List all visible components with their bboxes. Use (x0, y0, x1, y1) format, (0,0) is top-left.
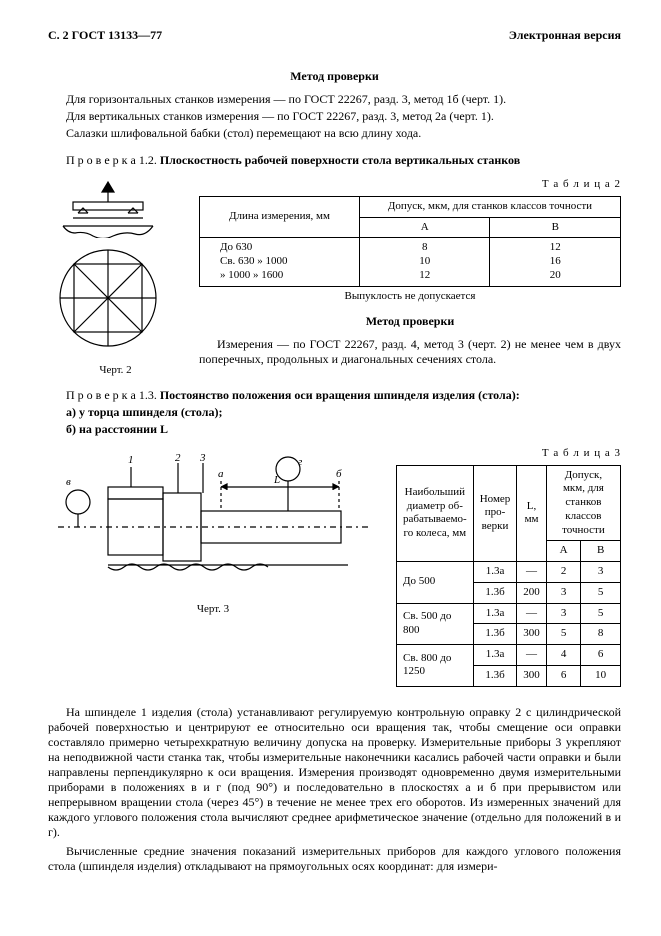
t3-r3b-n: 1.3б (473, 665, 517, 686)
svg-text:2: 2 (175, 452, 181, 464)
svg-text:б: б (336, 468, 342, 480)
check-1-2-line: П р о в е р к а 1.2. Плоскостность рабоч… (48, 153, 621, 168)
para-s1-3: Салазки шлифовальной бабки (стол) переме… (48, 126, 621, 141)
t2-a-col: 8 10 12 (359, 238, 490, 286)
t3-r1a-b: 3 (581, 562, 621, 583)
t3-r2a-b: 5 (581, 603, 621, 624)
figure-2-block: Черт. 2 (48, 178, 183, 378)
t3-r2b-a: 5 (546, 624, 581, 645)
table-2-caption: Т а б л и ц а 2 (199, 178, 621, 192)
table-3-caption: Т а б л и ц а 3 (396, 447, 621, 461)
t3-r1b-n: 1.3б (473, 582, 517, 603)
document-page: С. 2 ГОСТ 13133—77 Электронная версия Ме… (0, 0, 661, 936)
svg-text:3: 3 (199, 452, 206, 464)
t2-len-col: До 630 Св. 630 » 1000 » 1000 » 1600 (200, 238, 360, 286)
page-header: С. 2 ГОСТ 13133—77 Электронная версия (48, 28, 621, 43)
t2-r1-a: 8 (366, 241, 484, 255)
table-3-block: Т а б л и ц а 3 Наибольший диаметр об-ра… (396, 447, 621, 687)
body-text-block: На шпинделе 1 изделия (стола) устанавлив… (48, 705, 621, 874)
t2-hdr-b: В (490, 217, 621, 238)
t3-hdr-l: L, мм (517, 465, 547, 562)
t3-r2b-b: 8 (581, 624, 621, 645)
t3-r3b-l: 300 (517, 665, 547, 686)
check-1-2-lead: П р о в е р к а 1.2. (66, 153, 157, 167)
check-1-3-a: а) у торца шпинделя (стола); (48, 405, 621, 420)
t2-hdr-a: А (359, 217, 490, 238)
figure-2-label: Черт. 2 (48, 364, 183, 378)
t3-r2a-l: — (517, 603, 547, 624)
t3-r3a-n: 1.3а (473, 645, 517, 666)
header-right: Электронная версия (509, 28, 621, 43)
t2-hdr-len: Длина измерения, мм (200, 196, 360, 238)
t3-r2b-l: 300 (517, 624, 547, 645)
t3-hdr-a: А (546, 541, 581, 562)
t2-r1-len: До 630 (220, 241, 353, 255)
t3-r3a-b: 6 (581, 645, 621, 666)
para-s1-1: Для горизонтальных станков измерения — п… (48, 92, 621, 107)
svg-text:г: г (298, 456, 303, 468)
para-s1-2: Для вертикальных станков измерения — по … (48, 109, 621, 124)
t3-r1a-n: 1.3а (473, 562, 517, 583)
t2-r2-b: 16 (496, 255, 614, 269)
t3-r2b-n: 1.3б (473, 624, 517, 645)
t2-r3-a: 12 (366, 269, 484, 283)
section-title-1: Метод проверки (48, 69, 621, 84)
t3-r1b-a: 3 (546, 582, 581, 603)
figure-3-block: в г а б (48, 447, 378, 617)
check-1-2-title: Плоскостность рабочей поверхности стола … (160, 153, 520, 167)
svg-text:а: а (218, 468, 224, 480)
t3-hdr-tol: Допуск, мкм, для станков классов точност… (546, 465, 620, 541)
t3-r3a-l: — (517, 645, 547, 666)
svg-text:в: в (66, 476, 71, 488)
figure-2-bottom-svg (48, 238, 168, 358)
check-1-3-title: Постоянство положения оси вращения шпинд… (160, 388, 520, 402)
t3-r3-d: Св. 800 до 1250 (397, 645, 474, 687)
t3-r1b-b: 5 (581, 582, 621, 603)
t3-r2-d: Св. 500 до 800 (397, 603, 474, 645)
check-1-3-line: П р о в е р к а 1.3. Постоянство положен… (48, 388, 621, 403)
t2-r3-len: » 1000 » 1600 (220, 269, 353, 283)
t2-footer: Выпуклость не допускается (200, 286, 621, 306)
svg-text:L: L (273, 474, 280, 486)
t3-r1a-a: 2 (546, 562, 581, 583)
t3-r1b-l: 200 (517, 582, 547, 603)
t3-r3b-b: 10 (581, 665, 621, 686)
figure-3-label: Черт. 3 (48, 603, 378, 617)
t3-r1-d: До 500 (397, 562, 474, 604)
section-title-2: Метод проверки (199, 314, 621, 329)
check-1-3-lead: П р о в е р к а 1.3. (66, 388, 157, 402)
t3-r1a-l: — (517, 562, 547, 583)
table-2-block: Т а б л и ц а 2 Длина измерения, мм Допу… (199, 178, 621, 369)
svg-text:1: 1 (128, 454, 134, 466)
t2-r2-a: 10 (366, 255, 484, 269)
header-left: С. 2 ГОСТ 13133—77 (48, 28, 162, 43)
t2-r3-b: 20 (496, 269, 614, 283)
check-1-3-b: б) на расстоянии L (48, 422, 621, 437)
t2-r1-b: 12 (496, 241, 614, 255)
t2-b-col: 12 16 20 (490, 238, 621, 286)
t3-hdr-d: Наибольший диаметр об-рабатываемо-го кол… (397, 465, 474, 562)
figure-2-top-svg (48, 178, 168, 238)
t3-hdr-n: Номер про-верки (473, 465, 517, 562)
t3-r2a-n: 1.3а (473, 603, 517, 624)
figure-3-svg: в г а б (48, 447, 378, 597)
body-p1: На шпинделе 1 изделия (стола) устанавлив… (48, 705, 621, 840)
t3-hdr-b: В (581, 541, 621, 562)
para-s2: Измерения — по ГОСТ 22267, разд. 4, мето… (199, 337, 621, 367)
table-3: Наибольший диаметр об-рабатываемо-го кол… (396, 465, 621, 687)
t2-hdr-tol: Допуск, мкм, для станков классов точност… (359, 196, 620, 217)
t3-r3a-a: 4 (546, 645, 581, 666)
t3-r2a-a: 3 (546, 603, 581, 624)
body-p2: Вычисленные средние значения показаний и… (48, 844, 621, 874)
table-2: Длина измерения, мм Допуск, мкм, для ста… (199, 196, 621, 307)
t2-r2-len: Св. 630 » 1000 (220, 255, 353, 269)
t3-r3b-a: 6 (546, 665, 581, 686)
